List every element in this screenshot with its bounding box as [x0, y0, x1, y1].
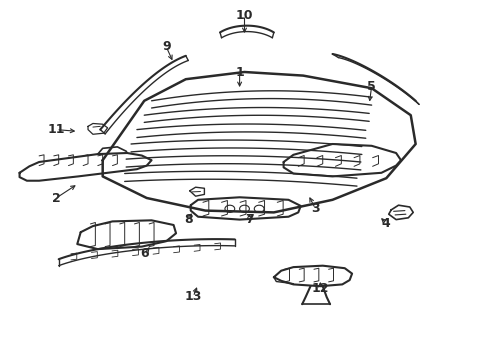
Text: 13: 13 — [184, 291, 202, 303]
Text: 10: 10 — [235, 9, 253, 22]
Text: 2: 2 — [52, 192, 61, 204]
Text: 1: 1 — [235, 66, 244, 78]
Text: 9: 9 — [162, 40, 170, 53]
Text: 7: 7 — [244, 213, 253, 226]
Text: 3: 3 — [310, 202, 319, 215]
Text: 11: 11 — [47, 123, 65, 136]
Text: 8: 8 — [183, 213, 192, 226]
Text: 12: 12 — [311, 282, 328, 294]
Text: 4: 4 — [381, 217, 390, 230]
Text: 6: 6 — [140, 247, 148, 260]
Text: 5: 5 — [366, 80, 375, 93]
